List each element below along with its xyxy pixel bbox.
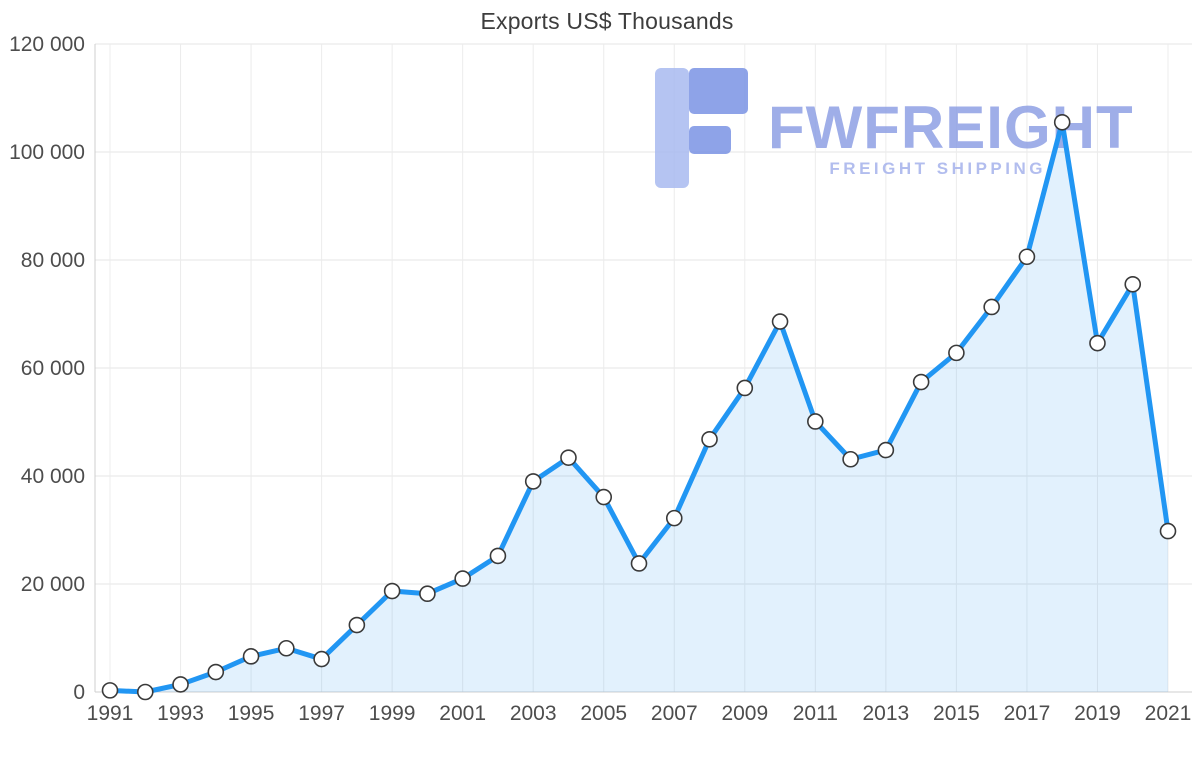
x-axis-label: 2015 [933,702,980,725]
x-axis-label: 2001 [439,702,486,725]
data-point-marker [348,616,366,634]
data-point-marker [419,585,436,603]
brand-logo-icon [689,126,731,154]
x-axis-label: 1991 [87,702,134,725]
x-axis-label: 2021 [1145,702,1192,725]
data-point-marker [136,683,154,701]
x-axis-label: 2019 [1074,702,1121,725]
data-point-marker [242,648,260,665]
data-point-marker [454,570,471,587]
data-point-marker [560,449,577,466]
x-axis-label: 2003 [510,702,557,725]
data-point-marker [877,441,895,459]
x-axis-label: 2009 [721,702,768,725]
x-axis-label: 2011 [793,702,838,725]
y-axis-label: 40 000 [21,465,85,488]
data-point-marker [665,509,683,527]
y-axis-label: 100 000 [9,141,85,164]
data-point-marker [101,682,119,699]
watermark-tagline-text: FREIGHT SHIPPING [829,159,1046,178]
data-point-marker [842,450,859,468]
watermark-brand-text: FWFREIGHT [768,94,1134,161]
x-axis-label: 2013 [863,702,910,725]
data-point-marker [701,430,718,448]
data-point-marker [771,313,789,330]
y-axis-label: 80 000 [21,249,85,272]
data-point-marker [278,639,295,657]
data-point-marker [489,547,507,565]
data-point-marker [1089,334,1106,352]
data-point-marker [1159,522,1177,540]
x-axis-label: 1997 [298,702,345,725]
data-point-marker [1053,114,1071,131]
data-point-marker [595,488,613,506]
x-axis-label: 2017 [1004,702,1051,725]
x-axis-label: 2005 [580,702,627,725]
brand-logo-icon [655,68,689,188]
y-axis-label: 20 000 [21,573,85,596]
data-point-marker [807,413,824,430]
chart-title: Exports US$ Thousands [480,8,734,34]
data-point-marker [313,650,330,668]
data-point-marker [1018,248,1036,266]
x-axis-label: 1999 [369,702,416,725]
data-point-marker [912,373,930,391]
data-point-marker [948,344,965,362]
data-point-marker [383,582,401,600]
x-axis-label: 2007 [651,702,698,725]
data-point-marker [983,298,1000,316]
data-point-marker [630,555,648,572]
x-axis-label: 1993 [157,702,204,725]
data-point-marker [172,676,189,693]
data-point-marker [1124,275,1142,293]
data-point-marker [524,473,542,490]
brand-logo-icon [689,68,748,114]
y-axis-label: 0 [73,681,85,704]
data-point-marker [207,663,225,681]
y-axis-label: 60 000 [21,357,85,380]
data-point-marker [736,379,754,397]
x-axis-label: 1995 [228,702,275,725]
y-axis-label: 120 000 [9,33,85,56]
area-fill [110,122,1168,693]
